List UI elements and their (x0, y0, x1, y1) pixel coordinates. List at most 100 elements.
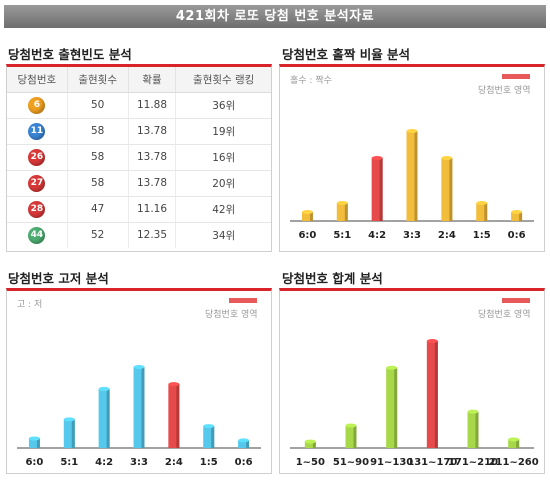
rank-cell: 34위 (175, 222, 271, 248)
probability-cell: 11.16 (127, 196, 176, 223)
category-label: 0:6 (235, 457, 253, 468)
probability-cell: 13.78 (127, 170, 176, 197)
category-label: 1:5 (473, 230, 491, 241)
category-label: 1~50 (296, 457, 325, 468)
number-ball-cell: 26 (7, 144, 68, 171)
high-low-section-title: 당첨번호 고저 분석 (8, 271, 109, 286)
category-label: 3:3 (403, 230, 421, 241)
table-row: 27 58 13.78 20위 (7, 170, 271, 197)
category-label: 3:3 (130, 457, 148, 468)
category-label: 1:5 (200, 457, 218, 468)
high-low-panel: 고 : 저 당첨번호 영역 6:0 5:1 4:2 3:3 2:4 1:5 0:6 (6, 288, 272, 474)
bar-4:2 (371, 156, 383, 221)
probability-cell: 12.35 (127, 222, 176, 248)
bar-1:5 (203, 424, 215, 448)
header-rank: 출현횟수 랭킹 (175, 67, 271, 93)
category-label: 4:2 (95, 457, 113, 468)
number-ball: 28 (28, 200, 46, 218)
category-label: 211~260 (489, 457, 539, 468)
bar-51~90 (345, 423, 357, 448)
table-row: 6 50 11.88 36위 (7, 92, 271, 119)
frequency-section-title: 당첨번호 출현빈도 분석 (8, 47, 132, 62)
count-cell: 58 (66, 170, 129, 197)
odd-even-chart: 6:0 5:1 4:2 3:3 2:4 1:5 0:6 (290, 129, 534, 241)
bar-4:2 (98, 386, 110, 448)
number-ball-cell: 28 (7, 196, 68, 223)
rank-cell: 16위 (175, 144, 271, 171)
bar-171~210 (467, 409, 479, 448)
high-low-legend-label: 당첨번호 영역 (205, 310, 258, 320)
number-ball-cell: 6 (7, 92, 68, 119)
number-ball-cell: 44 (7, 222, 67, 248)
bar-211~260 (508, 437, 520, 448)
header-probability: 확률 (127, 67, 176, 93)
odd-even-section-title: 당첨번호 홀짝 비율 분석 (282, 47, 411, 62)
odd-even-note: 홀수 : 짝수 (290, 76, 332, 86)
high-low-legend-swatch (229, 298, 257, 303)
bar-2:4 (168, 382, 180, 448)
bar-6:0 (301, 210, 313, 221)
count-cell: 58 (66, 144, 129, 171)
table-row: 26 58 13.78 16위 (7, 144, 271, 171)
bar-2:4 (441, 156, 453, 221)
category-label: 91~130 (370, 457, 413, 468)
category-label: 5:1 (333, 230, 351, 241)
category-label: 2:4 (438, 230, 456, 241)
category-label: 51~90 (333, 457, 369, 468)
count-cell: 52 (66, 222, 129, 248)
sum-legend-label: 당첨번호 영역 (478, 310, 531, 320)
header-number: 당첨번호 (7, 67, 68, 93)
page-banner: 421회차 로또 당첨 번호 분석자료 (4, 5, 546, 28)
count-cell: 58 (66, 118, 129, 145)
bar-0:6 (238, 438, 250, 448)
category-label: 2:4 (165, 457, 183, 468)
frequency-table: 당첨번호 출현횟수 확률 출현횟수 랭킹 6 50 11.88 36위 11 58 13.7… (7, 67, 271, 248)
bar-0:6 (511, 210, 523, 221)
table-row: 44 52 12.35 34위 (7, 222, 271, 248)
bar-5:1 (336, 201, 348, 221)
number-ball: 11 (28, 122, 46, 140)
count-cell: 47 (66, 196, 129, 223)
number-ball-cell: 27 (7, 170, 68, 197)
rank-cell: 19위 (175, 118, 271, 145)
category-label: 5:1 (60, 457, 78, 468)
category-label: 171~210 (448, 457, 498, 468)
probability-cell: 11.88 (127, 92, 176, 119)
category-label: 0:6 (508, 230, 526, 241)
frequency-panel: 당첨번호 출현횟수 확률 출현횟수 랭킹 6 50 11.88 36위 11 58 13.7… (6, 64, 272, 252)
header-count: 출현횟수 (66, 67, 129, 93)
probability-cell: 13.78 (127, 118, 176, 145)
bar-91~130 (386, 365, 398, 448)
rank-cell: 42위 (175, 196, 271, 223)
category-label: 131~170 (407, 457, 457, 468)
sum-panel: 당첨번호 영역 1~50 51~90 91~130 131~170 171~210 211… (279, 288, 545, 474)
number-ball: 6 (28, 96, 46, 114)
rank-cell: 36위 (175, 92, 271, 119)
rank-cell: 20위 (175, 170, 271, 197)
number-ball: 27 (28, 174, 46, 192)
bar-3:3 (133, 365, 145, 448)
category-label: 6:0 (298, 230, 316, 241)
table-header-row: 당첨번호 출현횟수 확률 출현횟수 랭킹 (7, 67, 271, 93)
table-row: 28 47 11.16 42위 (7, 196, 271, 223)
bar-131~170 (426, 339, 438, 448)
probability-cell: 13.78 (127, 144, 176, 171)
table-row: 11 58 13.78 19위 (7, 118, 271, 145)
bar-1~50 (304, 439, 316, 448)
bar-6:0 (28, 436, 40, 448)
odd-even-legend-swatch (502, 74, 530, 79)
high-low-note: 고 : 저 (17, 300, 43, 310)
category-label: 6:0 (25, 457, 43, 468)
number-ball-cell: 11 (7, 118, 68, 145)
bar-1:5 (476, 201, 488, 221)
sum-legend-swatch (502, 298, 530, 303)
number-ball: 44 (28, 226, 46, 244)
bar-5:1 (63, 417, 75, 448)
number-ball: 26 (28, 148, 46, 166)
high-low-chart: 6:0 5:1 4:2 3:3 2:4 1:5 0:6 (17, 365, 261, 468)
odd-even-legend-label: 당첨번호 영역 (478, 86, 531, 96)
odd-even-panel: 홀수 : 짝수 당첨번호 영역 6:0 5:1 4:2 3:3 2:4 1:5 0:6 (279, 64, 545, 252)
count-cell: 50 (66, 92, 129, 119)
category-label: 4:2 (368, 230, 386, 241)
